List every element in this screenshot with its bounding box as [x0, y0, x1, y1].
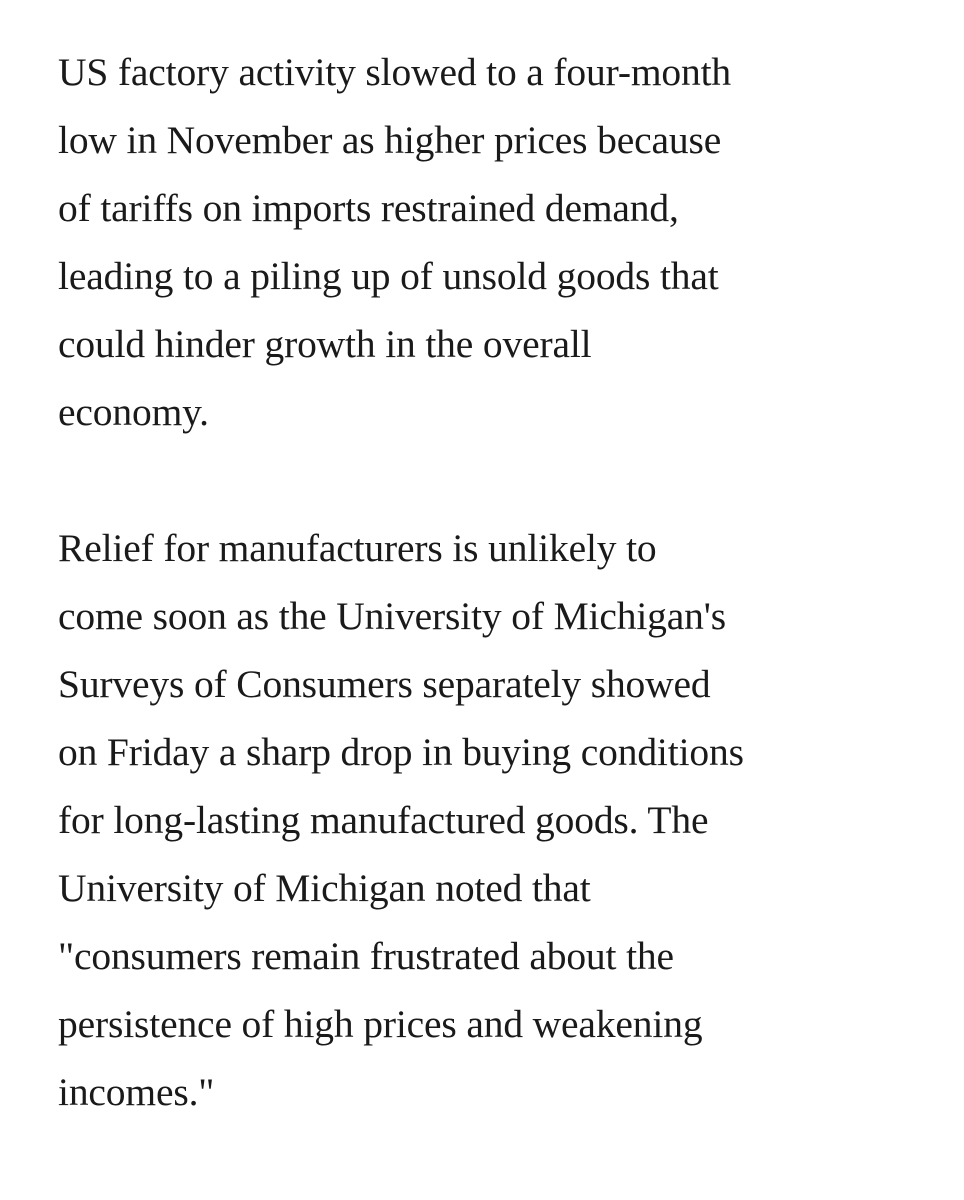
text-line: Relief for manufacturers is unlikely to: [58, 526, 657, 570]
text-line: US factory activity slowed to a four-mon…: [58, 50, 732, 94]
text-line: come soon as the University of Michigan'…: [58, 594, 726, 638]
text-line: Surveys of Consumers separately showed: [58, 662, 711, 706]
text-line: on Friday a sharp drop in buying conditi…: [58, 730, 744, 774]
text-line: low in November as higher prices because: [58, 118, 722, 162]
paragraph-consumer-survey: Relief for manufacturers is unlikely to …: [58, 514, 938, 1126]
text-line: leading to a piling up of unsold goods t…: [58, 254, 719, 298]
text-line: of tariffs on imports restrained demand,: [58, 186, 679, 230]
paragraph-factory-activity: US factory activity slowed to a four-mon…: [58, 38, 938, 446]
text-line: economy.: [58, 390, 209, 434]
text-line: University of Michigan noted that: [58, 866, 591, 910]
text-line: for long-lasting manufactured goods. The: [58, 798, 709, 842]
text-line: "consumers remain frustrated about the: [58, 934, 674, 978]
text-line: persistence of high prices and weakening: [58, 1002, 703, 1046]
article-body: US factory activity slowed to a four-mon…: [58, 38, 938, 1126]
text-line: could hinder growth in the overall: [58, 322, 592, 366]
text-line: incomes.": [58, 1070, 215, 1114]
